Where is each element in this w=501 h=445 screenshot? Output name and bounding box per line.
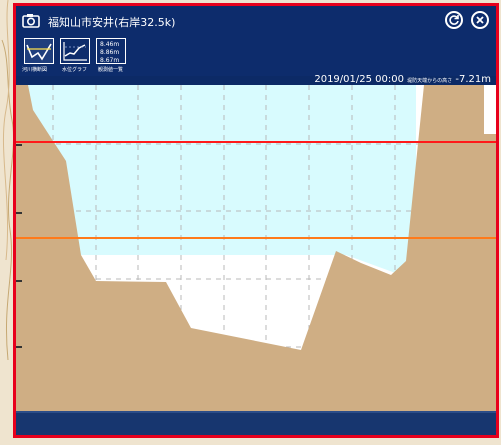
cross-section-chart	[16, 85, 496, 411]
table-icon: 8.46m 8.86m 8.67m	[100, 41, 119, 65]
cross-section-icon	[26, 43, 52, 61]
tab-observation-list[interactable]: 8.46m 8.86m 8.67m	[96, 38, 126, 64]
window-title: 福知山市安井(右岸32.5k)	[48, 16, 176, 29]
chart-corner	[484, 85, 496, 134]
window-footer	[16, 411, 496, 435]
observation-status: 2019/01/25 00:00 堤防天端からの高さ -7.21m	[314, 74, 491, 85]
riverbed-ground	[16, 85, 496, 411]
water-area	[16, 85, 416, 275]
level-value-1: 8.46m	[100, 41, 120, 48]
tab-cross-section[interactable]	[24, 38, 54, 64]
tab-water-level-graph-label: 水位グラフ	[62, 67, 88, 73]
cross-section-svg	[16, 85, 496, 411]
refresh-button[interactable]	[445, 11, 463, 29]
level-caption: 堤防天端からの高さ	[407, 78, 453, 84]
level-value-2: 8.86m	[100, 49, 120, 56]
close-button[interactable]	[471, 11, 489, 29]
footer-strip	[16, 411, 496, 413]
view-toolbar: 河川横断図 水位グラフ 8.46m 8.86m 8.67m 観測値一覧	[16, 36, 496, 76]
level-value-3: 8.67m	[100, 57, 120, 64]
river-cross-section-window: 福知山市安井(右岸32.5k) 河川横断図	[13, 3, 499, 438]
refresh-icon	[449, 15, 459, 25]
camera-icon[interactable]	[22, 13, 40, 28]
title-bar: 福知山市安井(右岸32.5k)	[16, 6, 496, 36]
tab-cross-section-label: 河川横断図	[22, 67, 48, 73]
level-value: -7.21m	[455, 74, 491, 85]
tab-observation-list-label: 観測値一覧	[98, 67, 124, 73]
graph-icon	[63, 42, 87, 61]
close-icon	[476, 16, 484, 24]
y-axis-ticks	[16, 144, 22, 348]
tab-water-level-graph[interactable]	[60, 38, 90, 64]
observation-datetime: 2019/01/25 00:00	[314, 74, 404, 85]
